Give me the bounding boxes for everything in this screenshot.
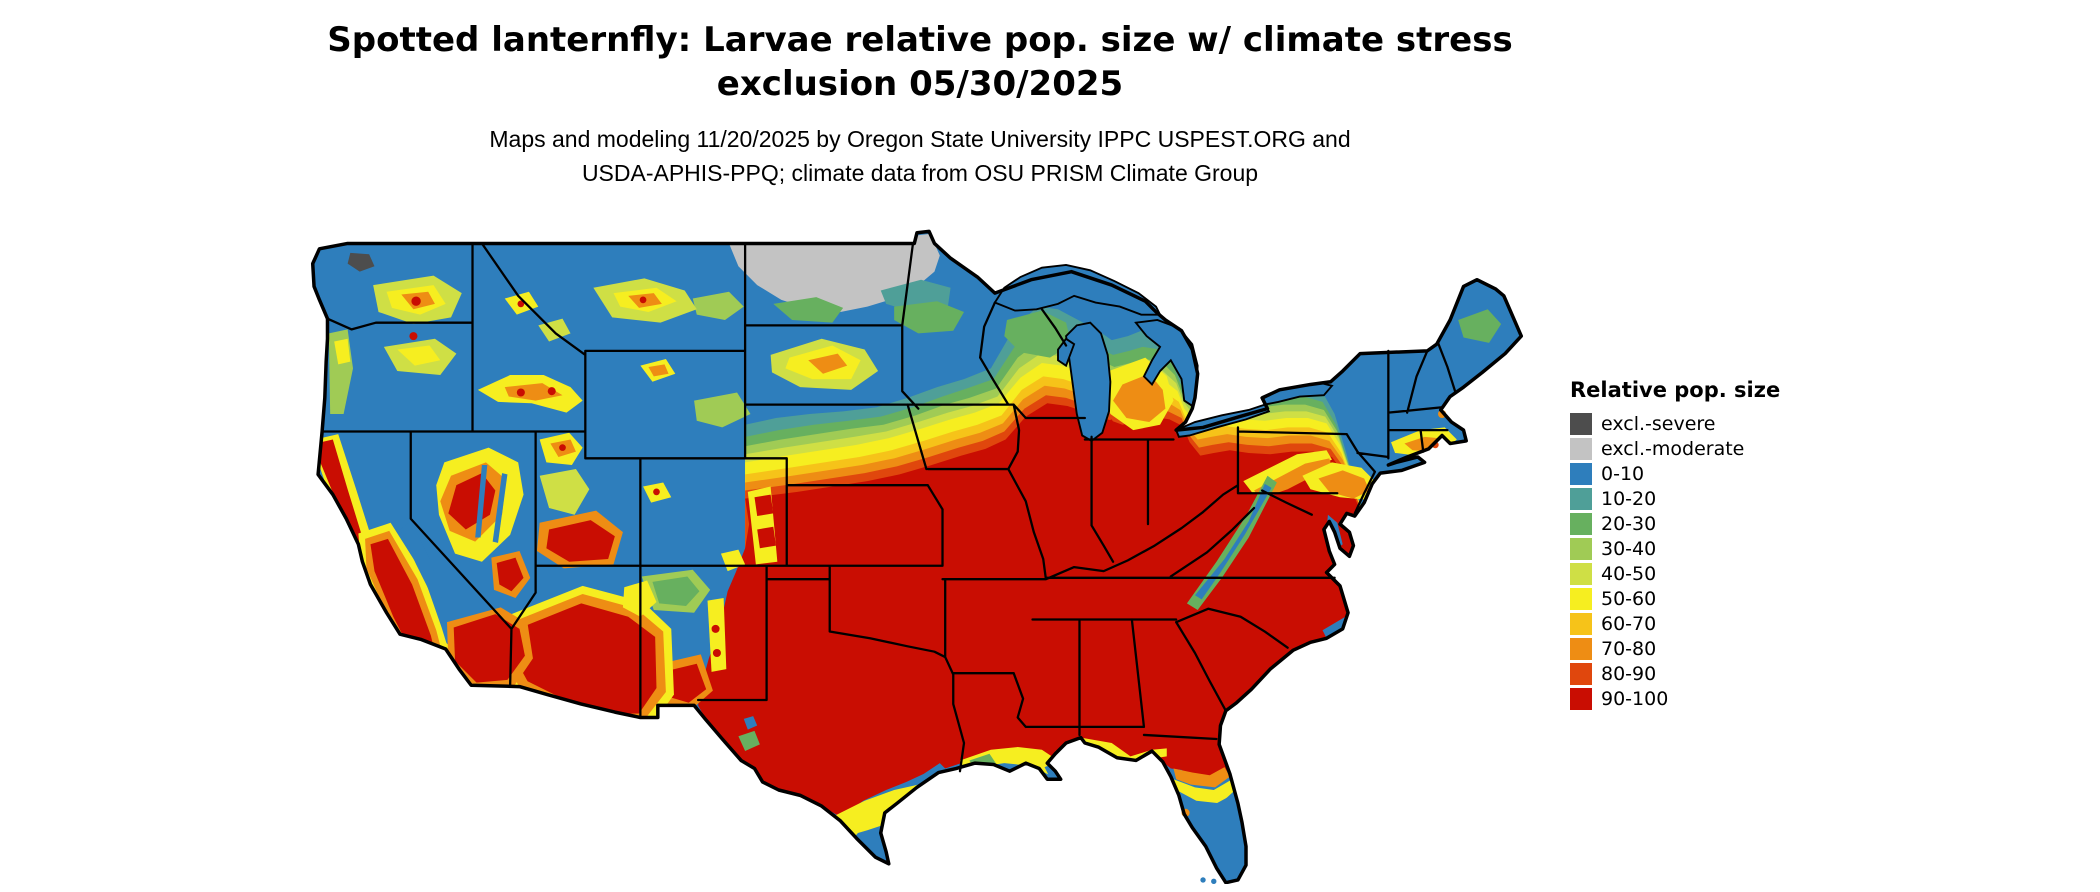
legend-entry-label: 30-40 [1601, 537, 1657, 560]
legend-entry-label: excl.-severe [1601, 412, 1716, 435]
great-lake [1065, 321, 1112, 442]
legend-entry-label: 80-90 [1601, 662, 1657, 685]
legend-entry-label: 0-10 [1601, 462, 1645, 485]
legend-entry: 10-20 [1570, 486, 1780, 511]
legend-entry-label: 70-80 [1601, 637, 1657, 660]
title-block: Spotted lanternfly: Larvae relative pop.… [240, 18, 1600, 190]
legend-entry-label: 20-30 [1601, 512, 1657, 535]
state-borders [320, 242, 1457, 773]
legend-entry: 70-80 [1570, 636, 1780, 661]
map-spot [559, 444, 566, 451]
legend-swatch [1570, 637, 1592, 660]
legend-entry-label: 90-100 [1601, 687, 1669, 710]
map-spot [711, 624, 720, 633]
legend-entry: excl.-moderate [1570, 436, 1780, 461]
legend-entry-label: 50-60 [1601, 587, 1657, 610]
legend-entry-label: 40-50 [1601, 562, 1657, 585]
legend-swatch [1570, 412, 1592, 435]
map-spot [1200, 877, 1206, 883]
legend: Relative pop. size excl.-severe excl.-mo… [1570, 378, 1780, 711]
legend-swatch [1570, 562, 1592, 585]
legend-entry: 40-50 [1570, 561, 1780, 586]
map-spot [639, 296, 647, 304]
legend-swatch [1570, 537, 1592, 560]
legend-entry-label: 10-20 [1601, 487, 1657, 510]
legend-entry: 0-10 [1570, 461, 1780, 486]
us-map [310, 229, 1524, 884]
legend-entry: 80-90 [1570, 661, 1780, 686]
legend-entry: 50-60 [1570, 586, 1780, 611]
legend-entry: 20-30 [1570, 511, 1780, 536]
legend-swatch [1570, 462, 1592, 485]
legend-entry: excl.-severe [1570, 411, 1780, 436]
legend-swatch [1570, 687, 1592, 710]
legend-swatch [1570, 512, 1592, 535]
us-outline [310, 229, 1524, 884]
legend-swatch [1570, 662, 1592, 685]
page-title-line2: exclusion 05/30/2025 [716, 64, 1124, 104]
subtitle-line1: Maps and modeling 11/20/2025 by Oregon S… [489, 126, 1351, 152]
legend-swatch [1570, 487, 1592, 510]
map-spot [653, 488, 660, 496]
legend-swatch [1570, 587, 1592, 610]
legend-swatch [1570, 437, 1592, 460]
map-spot [1211, 878, 1217, 884]
subtitle-line2: USDA-APHIS-PPQ; climate data from OSU PR… [581, 160, 1259, 186]
map-spot [547, 387, 556, 396]
great-lake [1057, 337, 1076, 368]
map-spot [411, 296, 421, 306]
legend-entry: 60-70 [1570, 611, 1780, 636]
legend-title: Relative pop. size [1570, 378, 1781, 402]
page-title-line1: Spotted lanternfly: Larvae relative pop.… [327, 20, 1513, 60]
map-spot [517, 300, 525, 308]
legend-swatch [1570, 612, 1592, 635]
map-spot [409, 332, 418, 341]
map-spot [712, 649, 721, 658]
legend-entry-label: 60-70 [1601, 612, 1657, 635]
legend-entry: 90-100 [1570, 686, 1780, 711]
legend-entry-label: excl.-moderate [1601, 437, 1745, 460]
legend-entry: 30-40 [1570, 536, 1780, 561]
map-spot [516, 388, 525, 397]
